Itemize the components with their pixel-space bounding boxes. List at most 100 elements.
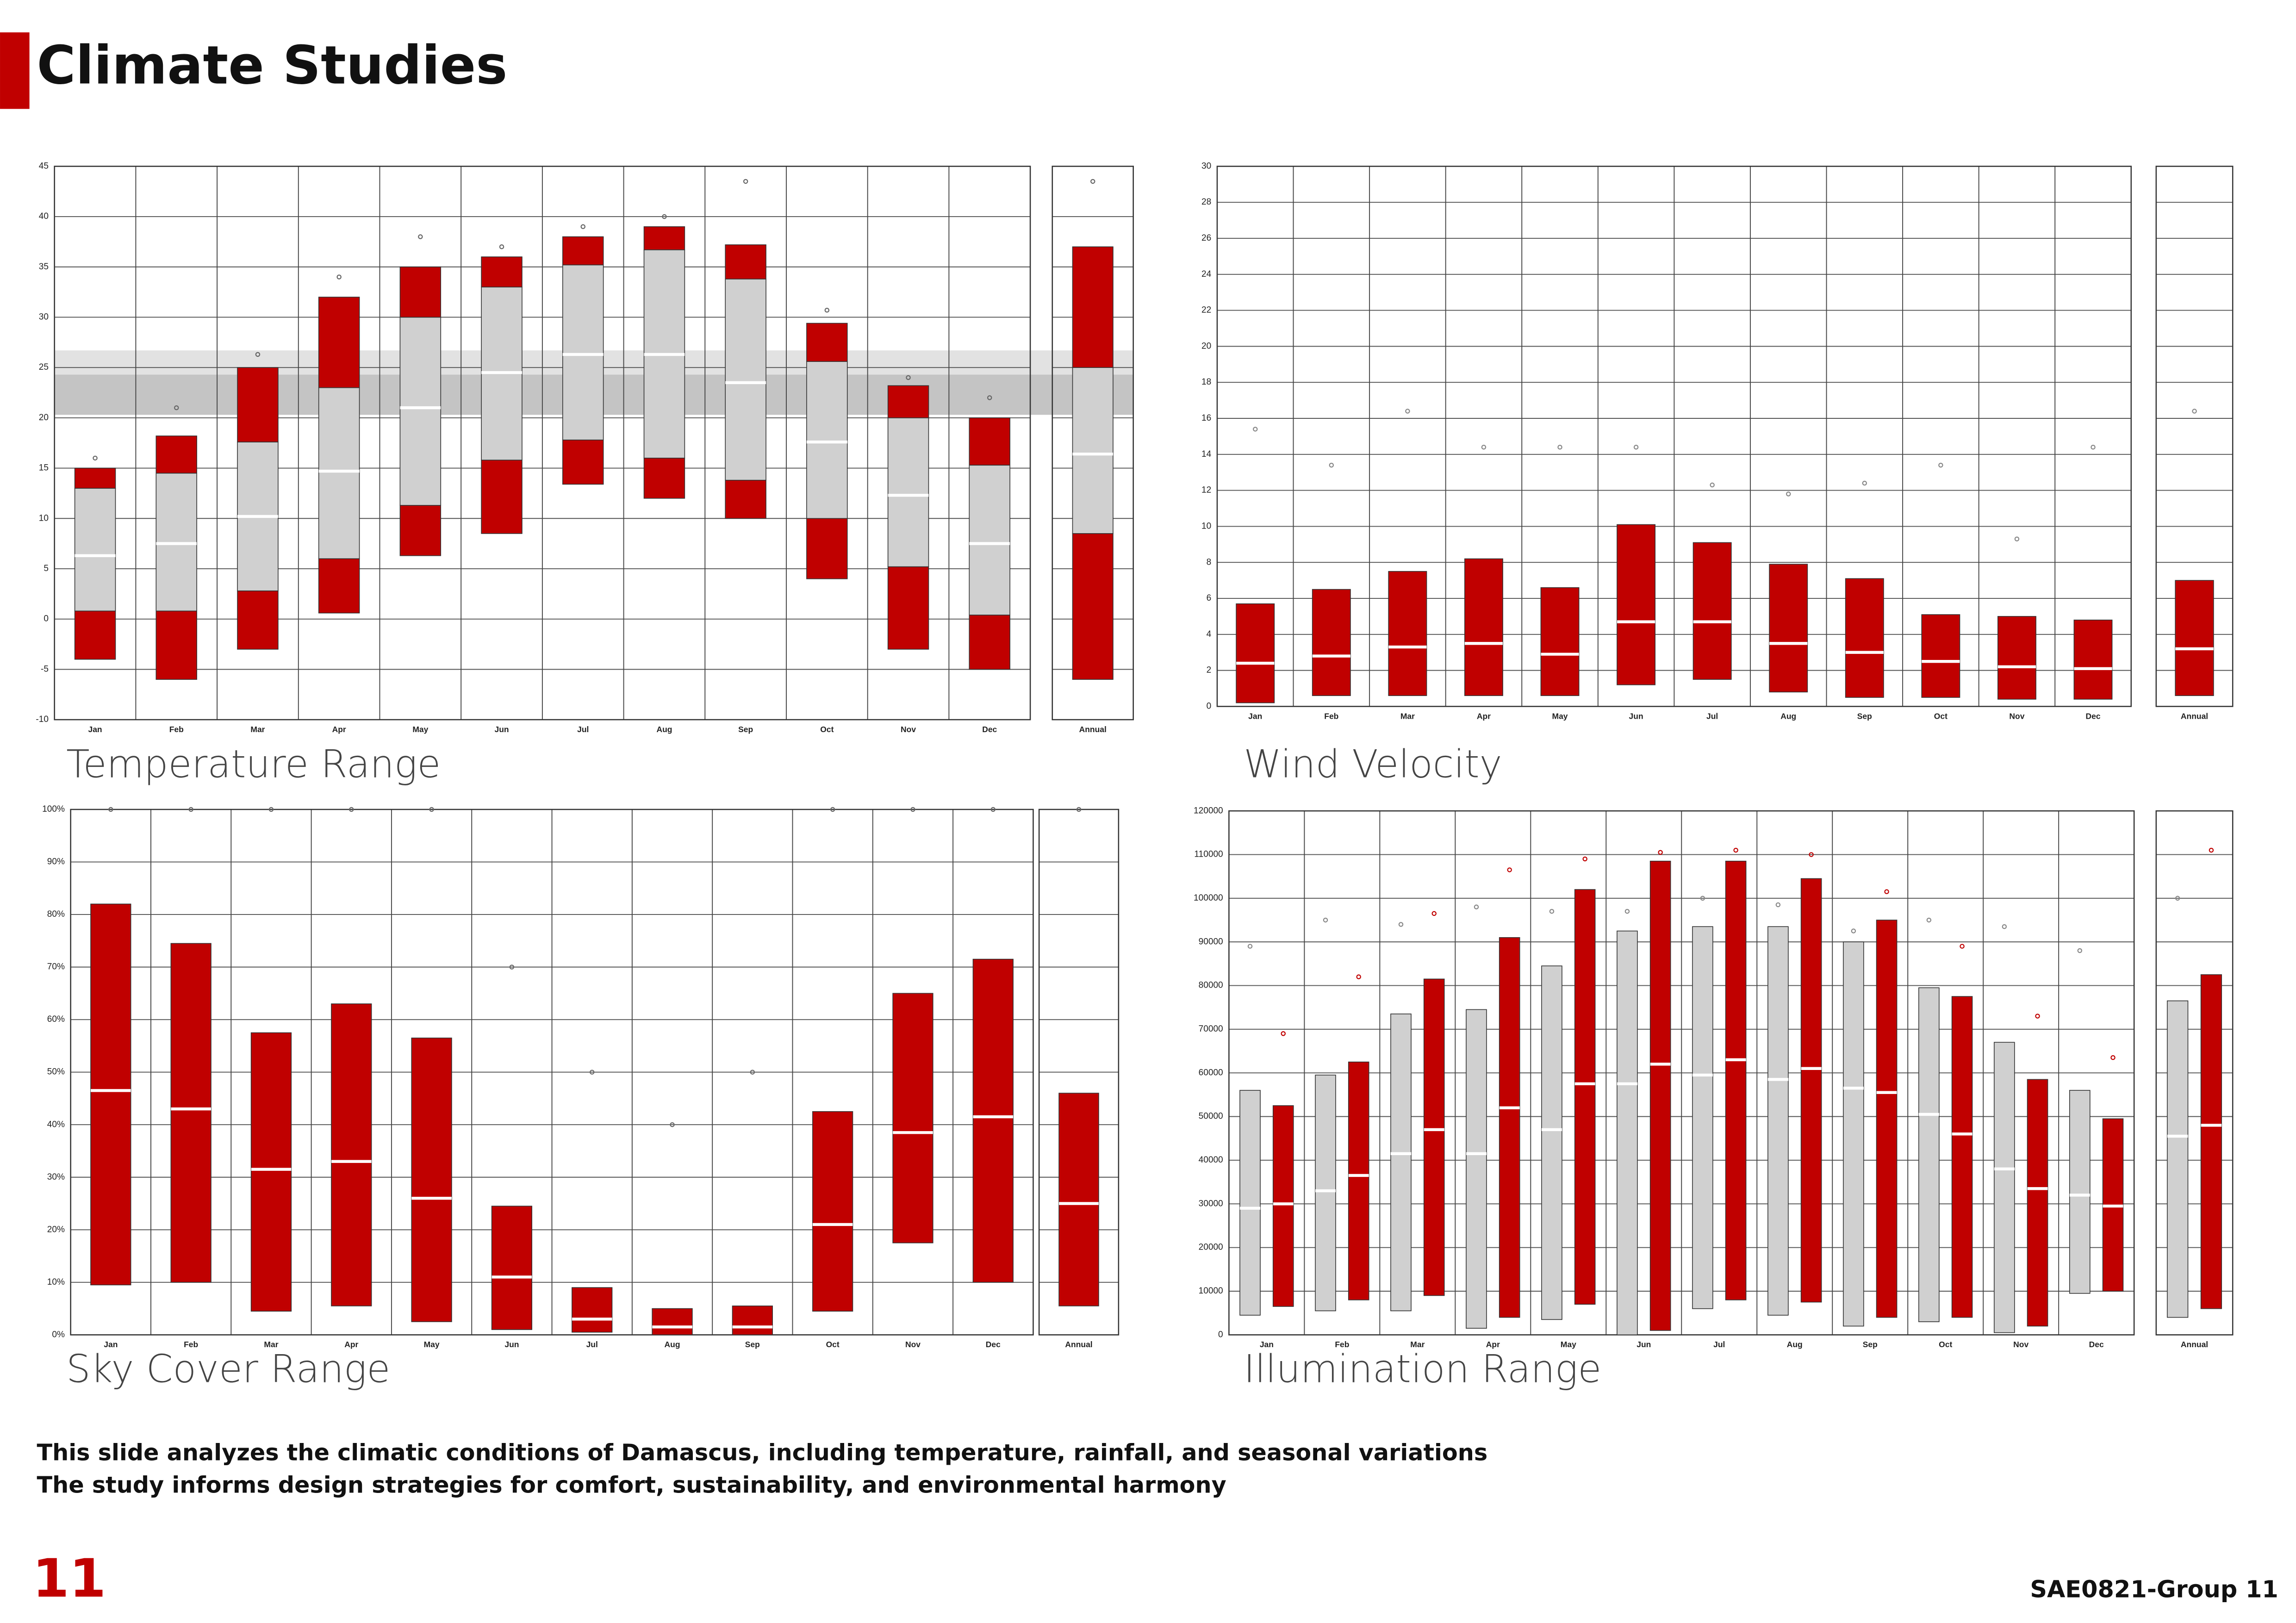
y-tick-label: 50000 [1199, 1112, 1223, 1121]
y-tick-label: 10 [39, 513, 49, 523]
x-tick-label: Sep [745, 1340, 760, 1349]
y-tick-label: 40 [39, 211, 49, 221]
y-tick-label: 14 [1201, 449, 1212, 459]
range-bar [1423, 978, 1445, 1296]
range-bar [156, 473, 197, 612]
range-bar [725, 244, 766, 280]
range-bar [2167, 1000, 2189, 1318]
range-bar [572, 1287, 613, 1333]
range-bar [1725, 860, 1747, 1300]
x-tick-label: Jun [494, 725, 509, 734]
range-bar [1072, 367, 1114, 534]
x-tick-label: Jan [1248, 711, 1262, 721]
y-tick-label: 10 [1201, 521, 1211, 531]
range-bar [1769, 564, 1808, 693]
y-tick-label: 110000 [1194, 850, 1223, 859]
y-tick-label: 0 [1218, 1330, 1223, 1339]
y-tick-label: 100% [42, 804, 65, 814]
range-bar [806, 518, 848, 579]
x-tick-label: Apr [1486, 1340, 1500, 1349]
x-tick-label: Dec [2085, 711, 2100, 721]
range-bar [156, 610, 197, 680]
range-bar [1994, 1042, 2015, 1333]
range-bar [887, 385, 929, 418]
record-point [188, 807, 193, 812]
x-tick-label: Nov [2009, 711, 2024, 721]
y-tick-label: 40000 [1199, 1155, 1223, 1165]
range-bar [1800, 878, 1822, 1303]
record-point [1405, 409, 1410, 414]
y-tick-label: 2 [1207, 665, 1212, 675]
x-tick-label: Aug [665, 1340, 680, 1349]
range-bar [887, 417, 929, 567]
record-point [1733, 847, 1738, 853]
range-bar [1951, 996, 1973, 1318]
range-bar [1540, 587, 1580, 696]
range-bar [1921, 614, 1960, 698]
record-point [990, 807, 996, 812]
range-bar [806, 323, 848, 362]
y-tick-label: 50% [47, 1067, 65, 1077]
record-point [1884, 889, 1889, 895]
range-bar [812, 1111, 853, 1312]
x-tick-label: Feb [169, 725, 184, 734]
record-point [580, 224, 585, 230]
y-tick-label: 28 [1201, 197, 1211, 207]
range-bar [1315, 1075, 1336, 1312]
record-point [1253, 427, 1258, 432]
x-tick-label: May [424, 1340, 440, 1349]
record-point [1557, 444, 1562, 450]
y-tick-label: 18 [1201, 377, 1211, 387]
record-point [1549, 908, 1555, 914]
record-point [429, 807, 434, 812]
range-bar [1499, 937, 1520, 1318]
y-tick-label: 10% [47, 1277, 65, 1287]
record-point [1633, 444, 1639, 450]
x-tick-label: Jan [88, 725, 102, 734]
record-point [1090, 179, 1095, 184]
record-point [910, 807, 915, 812]
range-bar [643, 458, 685, 499]
record-point [830, 807, 835, 812]
y-tick-label: -5 [41, 664, 49, 674]
record-point [1624, 908, 1630, 914]
range-bar [318, 558, 360, 614]
range-bar [411, 1038, 452, 1322]
range-bar [2027, 1079, 2048, 1327]
y-tick-label: 20 [1201, 341, 1211, 351]
range-bar [1876, 920, 1898, 1318]
x-tick-label: Jul [586, 1340, 598, 1349]
y-tick-label: 120000 [1194, 806, 1223, 815]
range-bar [2069, 1090, 2091, 1294]
record-point [743, 179, 748, 184]
x-tick-label: Oct [820, 725, 834, 734]
x-tick-label: Oct [1939, 1340, 1952, 1349]
y-tick-label: 80% [47, 909, 65, 919]
y-tick-label: 60000 [1199, 1068, 1223, 1077]
record-point [1474, 904, 1479, 910]
panel-frame [1052, 166, 1134, 721]
y-tick-label: 20% [47, 1225, 65, 1234]
range-bar [1843, 941, 1864, 1327]
record-point [418, 234, 423, 239]
record-point [670, 1122, 675, 1127]
y-tick-label: 16 [1201, 413, 1211, 423]
record-point [93, 455, 98, 461]
x-tick-label: Jul [1706, 711, 1718, 721]
record-point [336, 274, 342, 280]
range-bar [562, 439, 604, 485]
range-bar [481, 256, 523, 288]
record-point [750, 1070, 755, 1075]
range-bar [1348, 1061, 1369, 1300]
range-bar [1617, 930, 1638, 1336]
range-bar [562, 264, 604, 441]
x-tick-label: Aug [656, 725, 672, 734]
y-tick-label: 0 [1207, 701, 1212, 711]
record-point [1481, 444, 1487, 450]
range-bar [237, 590, 279, 650]
range-bar [1272, 1105, 1294, 1307]
x-tick-label: Sep [738, 725, 753, 734]
y-tick-label: 30000 [1199, 1199, 1223, 1208]
range-bar [1845, 578, 1884, 698]
